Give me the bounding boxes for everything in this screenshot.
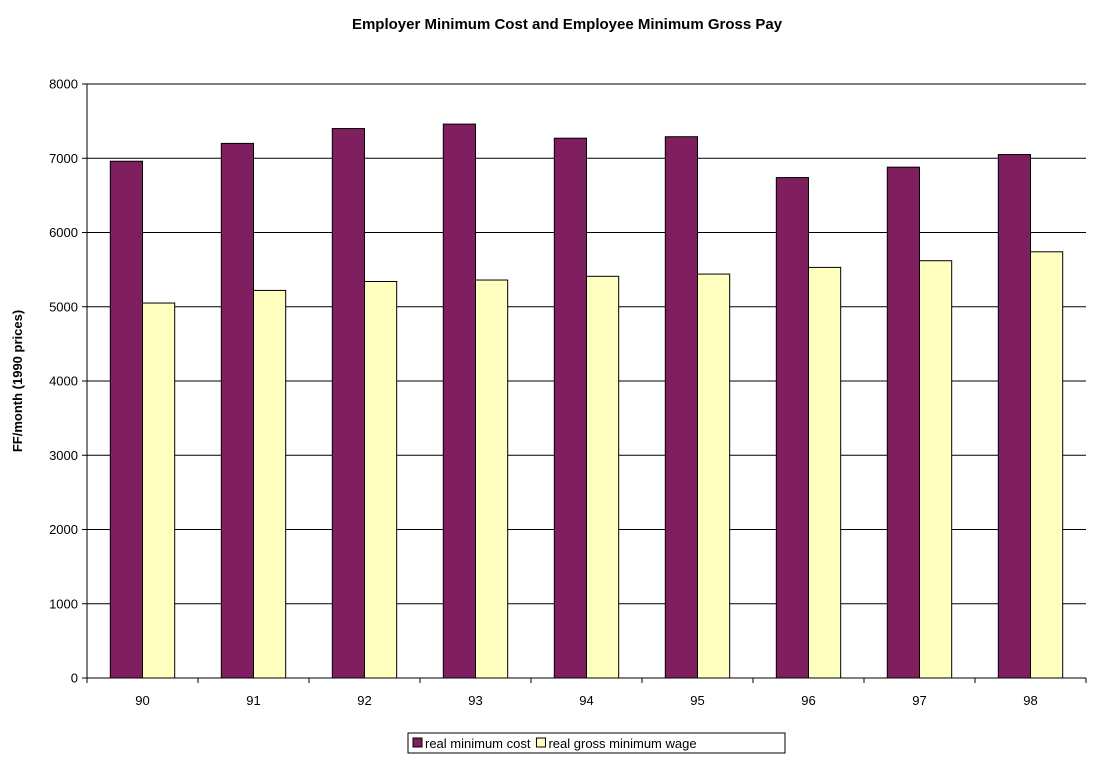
bar-real-gross-minimum-wage (142, 302, 176, 679)
y-tick-label: 8000 (49, 77, 78, 92)
y-tick-label: 5000 (49, 299, 78, 314)
x-tick-label: 95 (690, 693, 704, 708)
bar-real-gross-minimum-wage (808, 266, 842, 679)
bar-real-gross-minimum-wage (475, 279, 509, 679)
bars (109, 123, 1064, 679)
x-tick-label: 90 (135, 693, 149, 708)
y-tick-label: 1000 (49, 596, 78, 611)
bar-real-minimum-cost (775, 177, 809, 679)
legend: real minimum cost real gross minimum wage (407, 732, 786, 754)
chart-title: Employer Minimum Cost and Employee Minim… (352, 16, 783, 33)
bar-real-minimum-cost (220, 142, 254, 679)
bar-real-minimum-cost (664, 136, 698, 679)
legend-box (407, 732, 786, 754)
y-tick-label: 3000 (49, 448, 78, 463)
x-tick-label: 94 (579, 693, 593, 708)
bar-real-minimum-cost (553, 137, 587, 679)
bar-real-gross-minimum-wage (1030, 251, 1064, 679)
legend-swatch (412, 737, 423, 748)
bar-real-minimum-cost (997, 154, 1031, 679)
legend-swatch (535, 737, 546, 748)
bar-real-minimum-cost (331, 128, 365, 679)
legend-label: real gross minimum wage (548, 736, 696, 751)
bar-real-minimum-cost (886, 166, 920, 679)
x-tick-label: 97 (912, 693, 926, 708)
bar-real-gross-minimum-wage (586, 275, 620, 679)
bar-real-gross-minimum-wage (919, 260, 953, 679)
bar-real-minimum-cost (109, 160, 143, 679)
bar-real-gross-minimum-wage (697, 273, 731, 679)
bar-real-gross-minimum-wage (253, 289, 287, 679)
x-tick-label: 96 (801, 693, 815, 708)
x-tick-label: 92 (357, 693, 371, 708)
y-tick-label: 7000 (49, 151, 78, 166)
y-tick-label: 6000 (49, 225, 78, 240)
bar-real-minimum-cost (442, 123, 476, 679)
x-tick-label: 93 (468, 693, 482, 708)
tick-labels: 0 1000 2000 3000 4000 5000 6000 7000 8000 90 91 92 9… (49, 77, 1038, 709)
legend-label: real minimum cost (425, 736, 531, 751)
axes (82, 83, 1087, 683)
y-tick-label: 2000 (49, 522, 78, 537)
x-tick-label: 98 (1023, 693, 1037, 708)
bar-real-gross-minimum-wage (364, 281, 398, 679)
y-axis-label: FF/month (1990 prices) (10, 310, 25, 452)
y-tick-label: 0 (71, 671, 78, 686)
x-tick-label: 91 (246, 693, 260, 708)
y-tick-label: 4000 (49, 374, 78, 389)
